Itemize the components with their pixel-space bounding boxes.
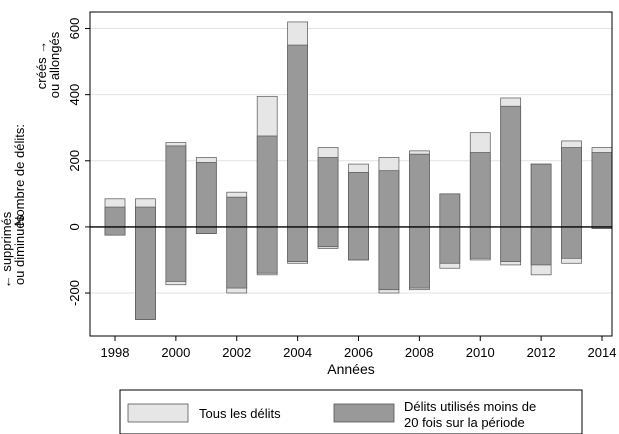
bar-negative [317,226,339,248]
plot-frame [89,11,613,337]
y-axis-label-line: ← supprimés [0,211,14,288]
bar-negative [409,226,430,289]
x-tick-label: 1998 [101,345,130,360]
bar-positive [378,170,400,228]
bar-positive [317,157,339,228]
legend: Tous les délits Délits utilisés moins de2… [119,389,583,434]
legend-label: Tous les délits [199,406,281,421]
x-axis: 1998 2000 2002 2004 2006 2008 2010 2012 2014 [101,336,617,360]
y-axis-label-line: ou allongés [47,31,62,98]
y-axis-label-line: créés → [34,41,49,89]
legend-label: Délits utilisés moins de [404,399,536,414]
bar-positive [195,162,217,228]
bar-positive [256,135,278,228]
bar-positive [591,152,613,228]
legend-box [119,389,583,434]
x-tick-label: 2010 [466,345,495,360]
x-tick-label: 2012 [527,345,556,360]
bar-positive [135,206,156,228]
y-tick-label: 200 [67,150,82,172]
x-tick-label: 2002 [222,345,251,360]
bar-positive [104,206,126,228]
bar-negative [378,226,400,291]
bar-positive [439,193,461,228]
bar-negative [287,226,308,262]
x-tick-label: 2008 [405,345,434,360]
bar-positive [226,196,248,228]
bar-positive [530,163,552,228]
x-axis-label: Années [327,361,374,377]
bar-negative [500,226,522,262]
bars [104,21,613,320]
bar-positive [469,152,491,228]
legend-swatch [333,403,395,423]
y-axis-label-line: Nombre de délits: [12,124,27,226]
bar-negative [348,226,369,261]
bar-negative [135,226,156,320]
bar-positive [500,105,522,228]
bar-negative [256,226,278,274]
bar-negative [469,226,491,259]
bar-positive [348,171,369,228]
y-axis-label-line: ou diminués [12,214,27,285]
bar-negative [226,226,248,289]
bar-negative [439,226,461,264]
x-tick-label: 2014 [588,345,617,360]
bar-positive [165,145,187,228]
y-axis: -200 0 200 400 600 [67,18,90,306]
x-tick-label: 2004 [283,345,312,360]
legend-label: 20 fois sur la période [404,415,525,430]
y-tick-label: 600 [67,18,82,40]
x-tick-label: 2000 [161,345,190,360]
y-tick-label: 0 [67,223,82,230]
bar-negative [104,226,126,236]
bar-negative [530,226,552,266]
y-tick-label: -200 [67,280,82,306]
legend-swatch [127,403,189,423]
bar-positive [409,153,430,228]
bar-positive [287,44,308,228]
y-tick-label: 400 [67,84,82,106]
x-tick-label: 2006 [344,345,373,360]
bar-negative [195,226,217,234]
bar-negative [165,226,187,282]
bar-negative [561,226,582,259]
bar-positive [561,147,582,228]
